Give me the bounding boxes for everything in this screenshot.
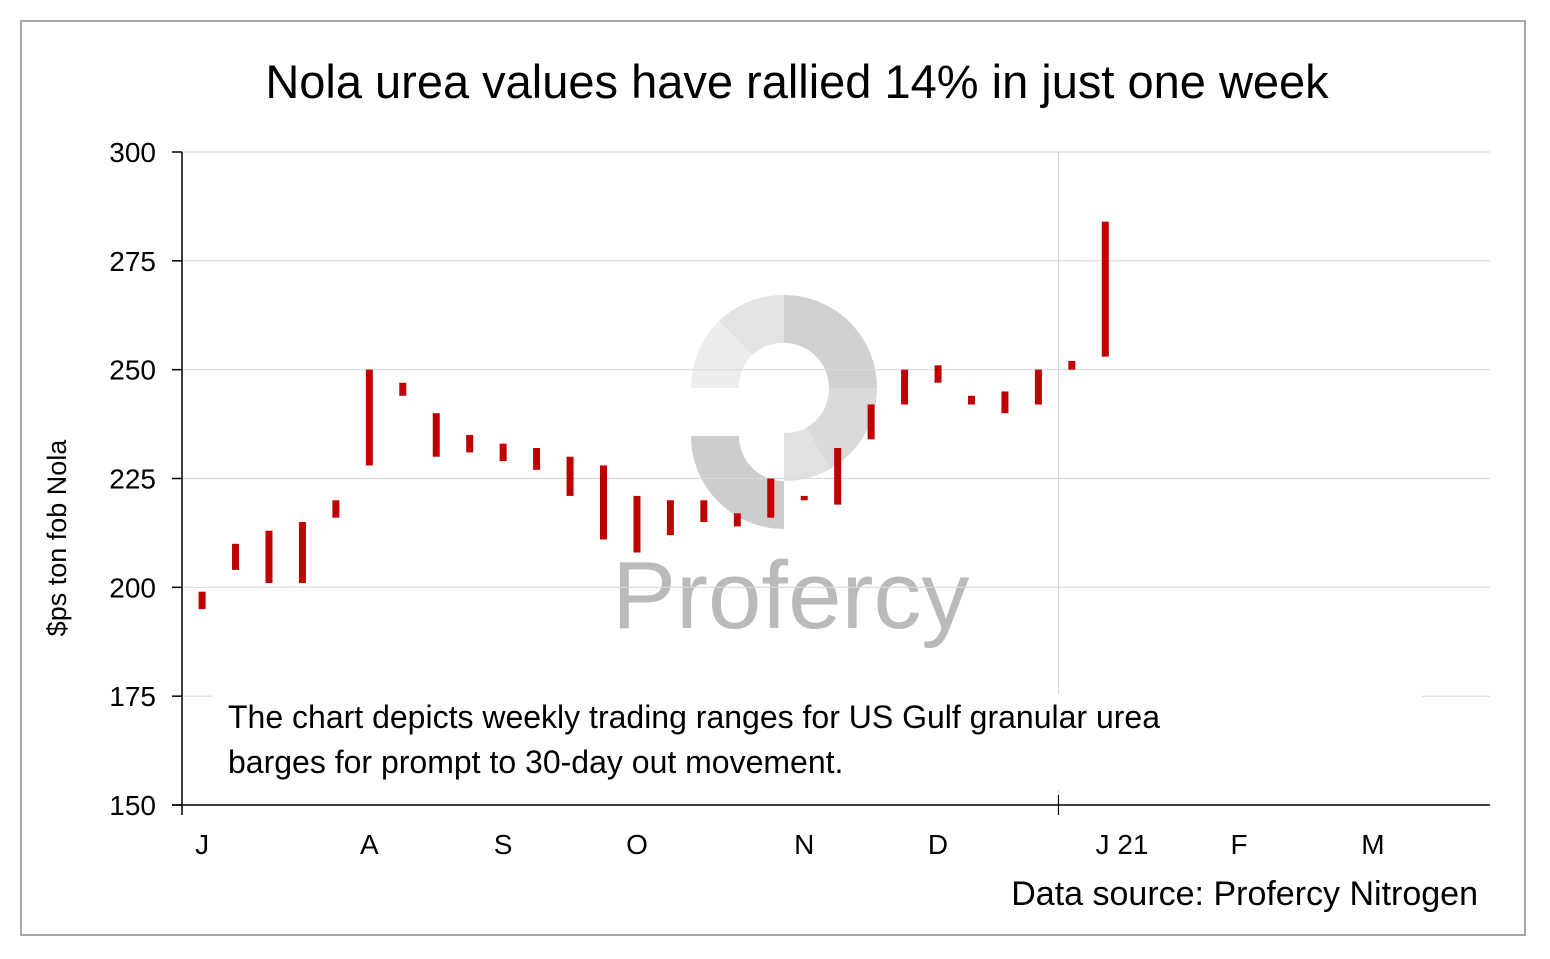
y-tick-label: 225 [109, 464, 156, 495]
data-source: Data source: Profercy Nitrogen [1011, 875, 1478, 913]
range-bar [365, 369, 373, 466]
x-tick-label: D [928, 829, 948, 860]
axes [172, 151, 1490, 815]
range-bar [198, 591, 206, 610]
annotation-box [212, 694, 1422, 790]
logo-ring-top-left-2 [719, 294, 784, 355]
range-bars [198, 221, 1109, 610]
range-bar [967, 395, 975, 405]
logo-ring-bottom-left [691, 436, 784, 529]
range-bar [432, 413, 440, 457]
range-bar [1001, 391, 1009, 414]
logo-ring-top-left-1 [690, 321, 752, 388]
x-tick-label: J 21 [1096, 829, 1149, 860]
range-bar [1068, 360, 1076, 370]
range-bar [566, 456, 574, 496]
x-tick-label: N [794, 829, 814, 860]
y-tick-labels: 150 175 200 225 250 275 300 [109, 137, 156, 821]
logo-ring-top-right [784, 295, 877, 388]
range-bar [232, 543, 240, 570]
y-tick-label: 200 [109, 572, 156, 603]
x-tick-label: F [1231, 829, 1248, 860]
range-bar [332, 500, 340, 518]
y-tick-label: 300 [109, 137, 156, 168]
y-tick-label: 275 [109, 246, 156, 277]
x-tick-label: J [195, 829, 209, 860]
range-bar [934, 365, 942, 383]
range-bar [399, 382, 407, 396]
watermark-text: Profercy [612, 542, 969, 649]
range-bar [767, 478, 775, 518]
y-tick-label: 175 [109, 681, 156, 712]
range-bar [499, 443, 507, 462]
range-bar [867, 404, 875, 440]
y-tick-label: 250 [109, 355, 156, 386]
x-tick-label: S [494, 829, 513, 860]
x-tick-label: A [360, 829, 379, 860]
x-tick-labels: J A S O N D J 21 F M [195, 829, 1385, 860]
range-bar [700, 500, 708, 523]
range-bar [466, 434, 474, 453]
range-bar [733, 513, 741, 527]
range-bar [901, 369, 909, 405]
logo-ring-bottom-right [784, 428, 830, 482]
y-axis-title: $ps ton fob Nola [42, 439, 72, 637]
range-bar [298, 522, 306, 583]
range-bar [600, 465, 608, 540]
annotation-line-2: barges for prompt to 30-day out movement… [228, 744, 843, 780]
y-tick-label: 150 [109, 790, 156, 821]
range-bar [800, 495, 808, 501]
chart-title: Nola urea values have rallied 14% in jus… [265, 55, 1329, 108]
watermark-logo: Profercy [612, 294, 969, 649]
range-bar [1034, 369, 1042, 405]
range-bar [265, 530, 273, 583]
annotation-line-1: The chart depicts weekly trading ranges … [228, 699, 1160, 735]
x-tick-label: O [626, 829, 648, 860]
range-bar [666, 500, 674, 536]
range-bar [533, 448, 541, 470]
range-bar [633, 495, 641, 553]
x-tick-label: M [1361, 829, 1384, 860]
logo-ring-right [806, 388, 878, 469]
range-bar [834, 448, 842, 505]
range-bar [1101, 221, 1109, 357]
